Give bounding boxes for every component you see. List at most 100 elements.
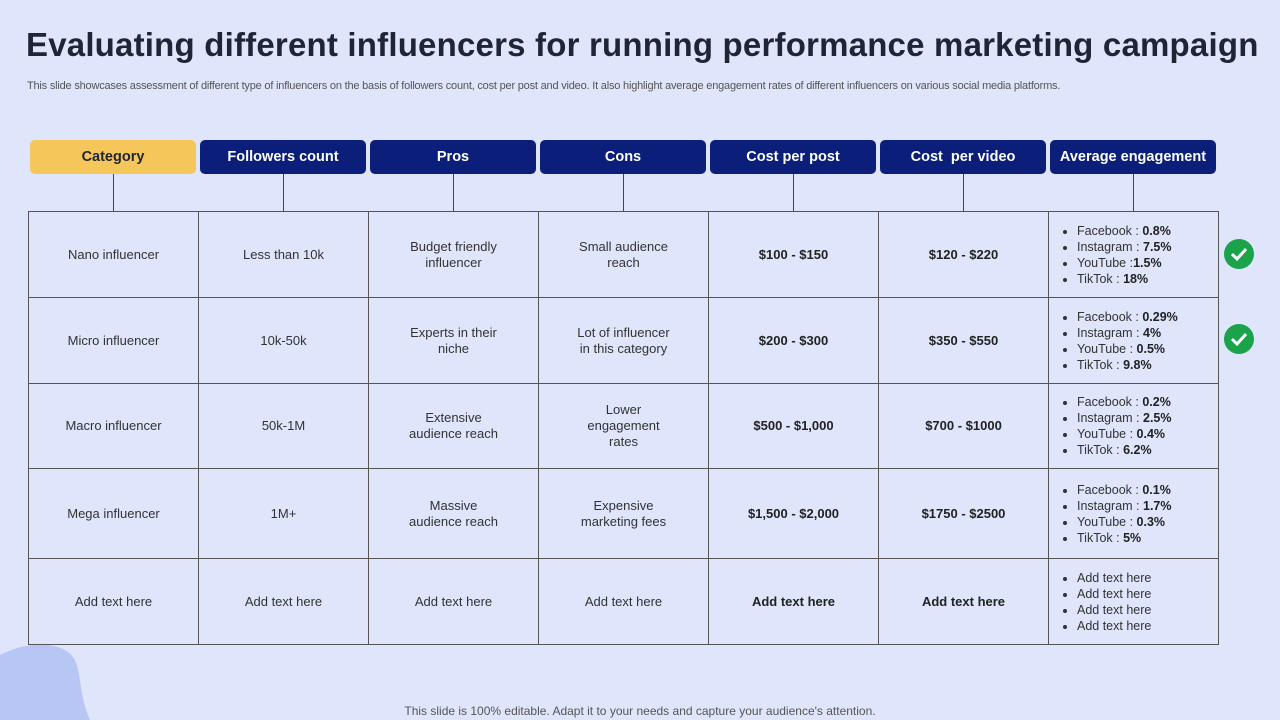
engagement-value: 1.7% <box>1143 498 1172 513</box>
platform: YouTube : <box>1077 255 1134 270</box>
engagement-value: 9.8% <box>1123 357 1152 372</box>
column-header: Cost per video <box>880 140 1046 174</box>
platform: YouTube : <box>1077 514 1137 529</box>
connector <box>453 174 454 211</box>
table-cell: 10k-50k <box>198 297 369 384</box>
subtitle: This slide showcases assessment of diffe… <box>27 80 1061 92</box>
engagement-item: Add text here <box>1077 586 1151 602</box>
table-cell: Less than 10k <box>198 211 369 298</box>
column-header: Pros <box>370 140 536 174</box>
engagement-item: Facebook : 0.29% <box>1077 309 1178 325</box>
engagement-item: Facebook : 0.1% <box>1077 482 1172 498</box>
table-cell: Facebook : 0.2%Instagram : 2.5%YouTube :… <box>1048 383 1219 469</box>
engagement-value: 0.29% <box>1142 309 1178 324</box>
table-cell: $120 - $220 <box>878 211 1049 298</box>
table-cell: Facebook : 0.1%Instagram : 1.7%YouTube :… <box>1048 468 1219 559</box>
platform: Facebook : <box>1077 309 1143 324</box>
engagement-item: YouTube : 0.3% <box>1077 514 1172 530</box>
engagement-item: Instagram : 7.5% <box>1077 239 1172 255</box>
table-cell: $700 - $1000 <box>878 383 1049 469</box>
engagement-list: Facebook : 0.29%Instagram : 4%YouTube : … <box>1059 309 1178 373</box>
table-cell: Budget friendly influencer <box>368 211 539 298</box>
table-cell: Lot of influencer in this category <box>538 297 709 384</box>
platform: Instagram : <box>1077 325 1143 340</box>
engagement-value: 2.5% <box>1143 411 1172 425</box>
column-header: Cost per post <box>710 140 876 174</box>
table-cell: Macro influencer <box>28 383 199 469</box>
table-cell: Add text here <box>538 558 709 645</box>
engagement-value: 0.8% <box>1142 223 1171 238</box>
engagement-value: 0.5% <box>1136 341 1166 356</box>
connector <box>963 174 964 211</box>
platform: Facebook : <box>1077 482 1143 497</box>
platform: YouTube : <box>1077 427 1137 441</box>
engagement-item: TikTok : 18% <box>1077 271 1172 287</box>
table-cell: $1750 - $2500 <box>878 468 1049 559</box>
engagement-value: 6.2% <box>1123 443 1152 457</box>
connector <box>623 174 624 211</box>
connector <box>113 174 114 211</box>
engagement-value: 18% <box>1123 271 1149 286</box>
engagement-value: 7.5% <box>1143 239 1172 254</box>
connector <box>793 174 794 211</box>
engagement-item: YouTube : 0.4% <box>1077 426 1172 442</box>
engagement-item: TikTok : 6.2% <box>1077 442 1172 458</box>
platform: TikTok : <box>1077 443 1124 457</box>
connector <box>283 174 284 211</box>
table-cell: $500 - $1,000 <box>708 383 879 469</box>
engagement-value: 4% <box>1143 325 1162 340</box>
table-cell: Extensive audience reach <box>368 383 539 469</box>
engagement-item: Instagram : 2.5% <box>1077 410 1172 426</box>
table-cell: Expensive marketing fees <box>538 468 709 559</box>
platform: Instagram : <box>1077 239 1143 254</box>
table-cell: 1M+ <box>198 468 369 559</box>
table-cell: Facebook : 0.8%Instagram : 7.5%YouTube :… <box>1048 211 1219 298</box>
table-cell: $1,500 - $2,000 <box>708 468 879 559</box>
table-cell: Add text here <box>28 558 199 645</box>
table-cell: Add text here <box>198 558 369 645</box>
engagement-value: 0.2% <box>1142 395 1171 409</box>
engagement-value: 0.3% <box>1136 514 1166 529</box>
engagement-item: YouTube :1.5% <box>1077 255 1172 271</box>
column-header: Followers count <box>200 140 366 174</box>
table-cell: Add text here <box>368 558 539 645</box>
table-cell: Facebook : 0.29%Instagram : 4%YouTube : … <box>1048 297 1219 384</box>
engagement-value: 0.4% <box>1136 427 1166 441</box>
platform: Instagram : <box>1077 498 1143 513</box>
table-cell: $200 - $300 <box>708 297 879 384</box>
table-cell: Mega influencer <box>28 468 199 559</box>
table-cell: Micro influencer <box>28 297 199 384</box>
table-cell: Lower engagement rates <box>538 383 709 469</box>
platform: Facebook : <box>1077 395 1143 409</box>
engagement-value: 5% <box>1123 530 1142 545</box>
table-cell: Small audience reach <box>538 211 709 298</box>
connector <box>1133 174 1134 211</box>
engagement-item: Add text here <box>1077 570 1151 586</box>
platform: TikTok : <box>1077 357 1124 372</box>
table-cell: Massive audience reach <box>368 468 539 559</box>
platform: TikTok : <box>1077 530 1124 545</box>
platform: TikTok : <box>1077 271 1124 286</box>
engagement-list: Facebook : 0.2%Instagram : 2.5%YouTube :… <box>1059 394 1172 458</box>
table-cell: 50k-1M <box>198 383 369 469</box>
platform: Facebook : <box>1077 223 1143 238</box>
table-cell: Add text here <box>878 558 1049 645</box>
table-cell: Add text here <box>708 558 879 645</box>
engagement-item: Add text here <box>1077 618 1151 634</box>
engagement-item: Instagram : 1.7% <box>1077 498 1172 514</box>
table-cell: $100 - $150 <box>708 211 879 298</box>
platform: YouTube : <box>1077 341 1137 356</box>
table-cell: Nano influencer <box>28 211 199 298</box>
engagement-item: Facebook : 0.2% <box>1077 394 1172 410</box>
engagement-item: YouTube : 0.5% <box>1077 341 1178 357</box>
footer: This slide is 100% editable. Adapt it to… <box>404 704 876 718</box>
engagement-list: Facebook : 0.8%Instagram : 7.5%YouTube :… <box>1059 223 1172 287</box>
column-header: Average engagement <box>1050 140 1216 174</box>
column-header: Category <box>30 140 196 174</box>
table-cell: Experts in their niche <box>368 297 539 384</box>
column-header: Cons <box>540 140 706 174</box>
platform: Instagram : <box>1077 411 1143 425</box>
